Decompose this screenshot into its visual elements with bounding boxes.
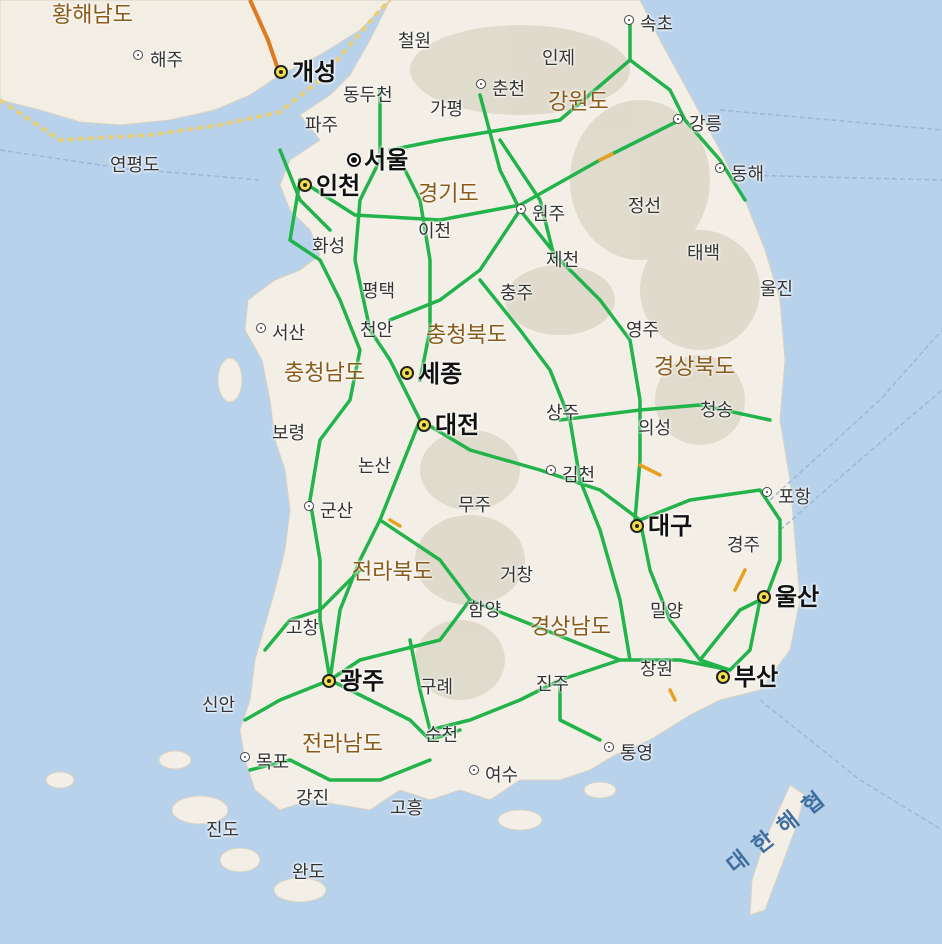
north-korea-road — [248, 0, 282, 76]
province-label-gyeonggi: 경기도 — [418, 182, 479, 207]
city-label-busan[interactable]: 부산 — [734, 663, 779, 691]
city-marker-icon[interactable] — [417, 418, 431, 432]
town-label-chungju[interactable]: 충주 — [500, 283, 534, 304]
city-marker-icon[interactable] — [762, 487, 772, 497]
city-marker-icon[interactable] — [715, 163, 725, 173]
town-label-gurye[interactable]: 구례 — [420, 677, 454, 698]
town-label-changwon[interactable]: 창원 — [640, 659, 674, 680]
city-label-seoul[interactable]: 서울 — [364, 146, 409, 174]
town-label-goheung[interactable]: 고흥 — [390, 798, 424, 819]
sea-lanes — [0, 109, 942, 831]
town-label-jinju[interactable]: 진주 — [536, 674, 570, 695]
province-label-jeonnam: 전라남도 — [302, 732, 383, 757]
province-label-chungbuk: 충청북도 — [426, 323, 507, 348]
town-label-dongducheon[interactable]: 동두천 — [343, 85, 393, 106]
town-label-uiseong[interactable]: 의성 — [638, 418, 672, 439]
city-marker-icon[interactable] — [757, 590, 771, 604]
city-label-ulsan[interactable]: 울산 — [775, 583, 820, 611]
city-marker-icon[interactable] — [624, 15, 634, 25]
town-label-sangju[interactable]: 상주 — [546, 403, 580, 424]
town-label-gochang[interactable]: 고창 — [286, 618, 320, 639]
city-marker-icon[interactable] — [546, 465, 556, 475]
town-label-cheongsong[interactable]: 청송 — [700, 400, 734, 421]
city-label-gwangju[interactable]: 광주 — [340, 667, 385, 695]
city-marker-icon[interactable] — [240, 752, 250, 762]
islands-southwest — [45, 357, 617, 903]
town-label-taebaek[interactable]: 태백 — [687, 243, 721, 264]
city-marker-icon[interactable] — [400, 366, 414, 380]
town-label-nonsan[interactable]: 논산 — [358, 456, 392, 477]
town-label-suncheon[interactable]: 순천 — [425, 725, 459, 746]
city-marker-icon[interactable] — [322, 674, 336, 688]
town-label-gapyeong[interactable]: 가평 — [430, 99, 464, 120]
town-label-uljin[interactable]: 울진 — [760, 279, 794, 300]
province-label-gangwon: 강원도 — [548, 90, 609, 115]
city-label-wonju[interactable]: 원주 — [532, 204, 566, 225]
city-marker-icon[interactable] — [476, 79, 486, 89]
town-label-yeongju[interactable]: 영주 — [626, 320, 660, 341]
town-label-boryeong[interactable]: 보령 — [272, 423, 306, 444]
town-label-hwaseong[interactable]: 화성 — [312, 236, 346, 257]
province-label-jeonbuk: 전라북도 — [352, 560, 433, 585]
dmz-boundary — [0, 0, 392, 143]
city-label-gaeseong[interactable]: 개성 — [292, 58, 337, 86]
city-label-incheon[interactable]: 인천 — [316, 172, 361, 200]
city-label-gunsan[interactable]: 군산 — [320, 501, 354, 522]
city-label-seosan[interactable]: 서산 — [272, 323, 306, 344]
city-label-gimcheon[interactable]: 김천 — [562, 465, 596, 486]
island-tsushima — [749, 784, 806, 916]
city-marker-icon[interactable] — [604, 742, 614, 752]
city-marker-icon[interactable] — [298, 178, 312, 192]
city-marker-icon[interactable] — [133, 50, 143, 60]
province-label-hwanghae: 황해남도 — [52, 3, 133, 28]
city-label-gangneung[interactable]: 강릉 — [689, 114, 723, 135]
city-label-pohang[interactable]: 포항 — [778, 487, 812, 508]
town-label-yeonpyeongdo[interactable]: 연평도 — [110, 155, 160, 176]
congestion-segments — [388, 152, 747, 702]
city-label-haeju[interactable]: 해주 — [150, 50, 184, 71]
town-label-inje[interactable]: 인제 — [542, 48, 576, 69]
city-marker-icon[interactable] — [716, 670, 730, 684]
city-label-sejong[interactable]: 세종 — [418, 360, 463, 388]
town-label-gyeongju[interactable]: 경주 — [727, 535, 761, 556]
town-label-pyeongtaek[interactable]: 평택 — [362, 281, 396, 302]
province-label-gyeongbuk: 경상북도 — [654, 355, 735, 380]
town-label-muju[interactable]: 무주 — [458, 495, 492, 516]
town-label-jeongseon[interactable]: 정선 — [628, 196, 662, 217]
city-marker-icon[interactable] — [630, 519, 644, 533]
town-label-wando[interactable]: 완도 — [292, 862, 326, 883]
town-label-miryang[interactable]: 밀양 — [650, 601, 684, 622]
town-label-hamyang[interactable]: 함양 — [468, 600, 502, 621]
city-label-tongyeong[interactable]: 통영 — [620, 743, 654, 764]
city-label-daegu[interactable]: 대구 — [648, 512, 693, 540]
town-label-paju[interactable]: 파주 — [305, 115, 339, 136]
town-label-jindo[interactable]: 진도 — [206, 820, 240, 841]
land-north-korea — [0, 0, 391, 126]
capital-marker-icon[interactable] — [347, 153, 361, 167]
city-marker-icon[interactable] — [516, 204, 526, 214]
province-label-chungnam: 충청남도 — [284, 361, 365, 386]
town-label-cheonan[interactable]: 천안 — [360, 320, 394, 341]
city-marker-icon[interactable] — [304, 501, 314, 511]
city-marker-icon[interactable] — [274, 65, 288, 79]
town-label-icheon[interactable]: 이천 — [418, 221, 452, 242]
city-marker-icon[interactable] — [469, 765, 479, 775]
town-label-sinan[interactable]: 신안 — [202, 695, 236, 716]
town-label-jecheon[interactable]: 제천 — [546, 250, 580, 271]
province-label-gyeongnam: 경상남도 — [530, 615, 611, 640]
city-label-donghae[interactable]: 동해 — [731, 164, 765, 185]
town-label-geochang[interactable]: 거창 — [500, 565, 534, 586]
city-marker-icon[interactable] — [256, 323, 266, 333]
city-label-chuncheon[interactable]: 춘천 — [492, 79, 526, 100]
mountain-relief — [410, 25, 760, 700]
town-label-gangjin[interactable]: 강진 — [296, 788, 330, 809]
city-label-daejeon[interactable]: 대전 — [435, 411, 480, 439]
town-label-cheorwon[interactable]: 철원 — [398, 31, 432, 52]
city-marker-icon[interactable] — [673, 114, 683, 124]
city-label-sokcho[interactable]: 속초 — [640, 14, 674, 35]
city-label-mokpo[interactable]: 목포 — [256, 752, 290, 773]
city-label-yeosu[interactable]: 여수 — [485, 765, 519, 786]
